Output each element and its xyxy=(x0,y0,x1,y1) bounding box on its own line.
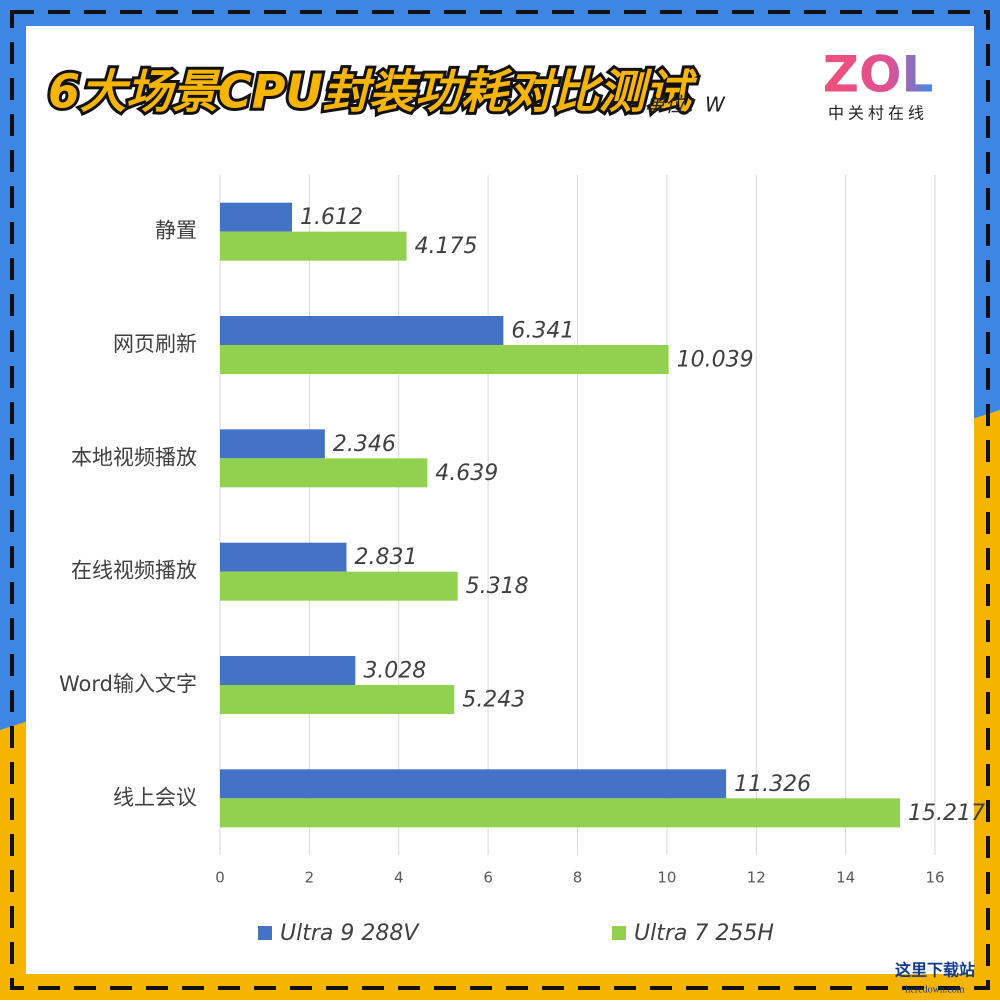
y-tick-label: 在线视频播放 xyxy=(71,559,197,583)
bar xyxy=(220,458,428,488)
value-label: 2.346 xyxy=(333,432,396,457)
x-tick-label: 2 xyxy=(305,869,315,887)
x-tick-label: 12 xyxy=(747,869,766,887)
bar xyxy=(220,542,347,572)
bar xyxy=(220,798,901,828)
watermark-url: heredown.com xyxy=(905,984,964,995)
bar xyxy=(220,231,407,261)
y-tick-label: 线上会议 xyxy=(113,785,197,809)
bar xyxy=(220,316,504,345)
logo: ZOL xyxy=(823,46,934,104)
bar xyxy=(220,769,727,799)
value-label: 4.175 xyxy=(415,234,478,259)
bar xyxy=(220,685,455,714)
bar xyxy=(220,345,669,374)
legend-swatch xyxy=(612,926,626,940)
x-tick-label: 10 xyxy=(657,869,676,887)
frame-dash xyxy=(10,10,990,990)
watermark: 这里下载站 xyxy=(895,961,975,980)
legend-label: Ultra 9 288V xyxy=(280,921,420,946)
x-tick-label: 16 xyxy=(925,869,944,887)
value-label: 5.243 xyxy=(462,688,525,713)
chart-title: 6大场景CPU封装功耗对比测试 xyxy=(48,65,698,119)
legend-label: Ultra 7 255H xyxy=(634,921,774,946)
value-label: 4.639 xyxy=(435,461,498,486)
value-label: 5.318 xyxy=(466,574,529,599)
value-label: 10.039 xyxy=(677,348,754,373)
bar xyxy=(220,202,293,232)
value-label: 3.028 xyxy=(363,659,426,684)
value-label: 6.341 xyxy=(511,319,574,344)
y-tick-label: Word输入文字 xyxy=(59,672,197,696)
bar xyxy=(220,429,325,459)
value-label: 11.326 xyxy=(734,772,811,797)
x-tick-label: 0 xyxy=(215,869,225,887)
x-tick-label: 4 xyxy=(394,869,404,887)
value-label: 2.831 xyxy=(355,545,418,570)
x-tick-label: 14 xyxy=(836,869,855,887)
panel xyxy=(26,26,974,974)
legend-swatch xyxy=(258,926,272,940)
value-label: 15.217 xyxy=(908,801,985,826)
x-tick-label: 6 xyxy=(483,869,493,887)
y-tick-label: 静置 xyxy=(155,219,197,243)
logo-subtext: 中关村在线 xyxy=(828,104,928,123)
bar xyxy=(220,656,356,685)
y-tick-label: 网页刷新 xyxy=(113,332,197,356)
subtitle: 单位：W xyxy=(645,93,726,117)
x-tick-label: 8 xyxy=(573,869,583,887)
bar xyxy=(220,571,458,601)
y-tick-label: 本地视频播放 xyxy=(71,445,197,469)
value-label: 1.612 xyxy=(300,205,363,230)
